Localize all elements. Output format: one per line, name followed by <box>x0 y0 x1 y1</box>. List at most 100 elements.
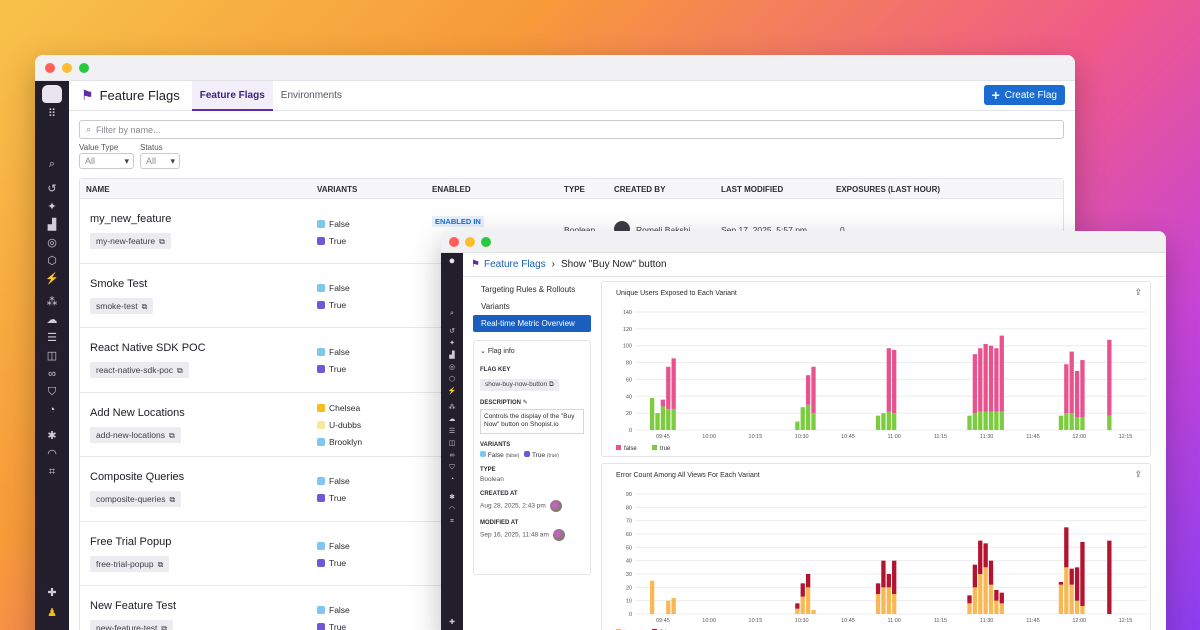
logs-icon[interactable]: ☰ <box>47 332 57 344</box>
create-flag-button[interactable]: + Create Flag <box>983 85 1065 105</box>
bar-false <box>983 344 988 412</box>
apm-icon[interactable]: ⁂ <box>46 296 58 308</box>
description-text[interactable]: Controls the display of the "Buy Now" bu… <box>480 409 584 434</box>
apm-icon[interactable]: ⁂ <box>448 404 456 411</box>
y-tick-label: 20 <box>626 585 632 591</box>
column-header[interactable]: VARIANTS <box>317 185 358 194</box>
gauge-icon[interactable]: ◠ <box>448 506 456 513</box>
nav-targeting-rules[interactable]: Targeting Rules & Rollouts <box>481 285 576 294</box>
edit-pencil-icon[interactable]: ✎ <box>522 400 528 406</box>
minimize-window-button[interactable] <box>465 236 475 247</box>
copy-icon[interactable]: ⧉ <box>168 430 175 440</box>
app-sidebar: ⠿ ⌕ ↺ ✦ ▟ ◎ ⬡ ⚡ ⁂ ☁ ☰ ◫ ∞ ⛉ ◔ ✱ ◠ ⌗ ✚ ♟ … <box>35 81 69 630</box>
search-icon[interactable]: ⌕ <box>450 310 454 317</box>
status-select[interactable]: All <box>140 153 180 169</box>
ci-icon[interactable]: ⌗ <box>48 466 56 478</box>
sparkle-icon[interactable]: ✦ <box>47 201 57 213</box>
export-icon[interactable]: ⇪ <box>1134 287 1142 297</box>
synthetics-icon[interactable]: ◔ <box>449 476 455 483</box>
monitors-icon[interactable]: ◎ <box>448 364 456 371</box>
link-icon[interactable]: ∞ <box>449 452 455 459</box>
rum-icon[interactable]: ◫ <box>46 350 58 362</box>
flag-name[interactable]: New Feature Test <box>90 600 177 612</box>
datadog-logo-icon[interactable]: ● <box>448 255 456 267</box>
copy-icon[interactable]: ⧉ <box>141 301 148 311</box>
bar-false <box>972 564 978 588</box>
copy-icon[interactable]: ⧉ <box>161 624 168 630</box>
table-row[interactable]: New Feature Test new-feature-test ⧉ False… <box>80 586 1063 630</box>
bug-icon[interactable]: ✱ <box>449 494 455 501</box>
integrations-icon[interactable]: ✚ <box>449 619 455 626</box>
nav-variants[interactable]: Variants <box>481 302 510 311</box>
variant-item: False <box>317 476 350 486</box>
cloud-icon[interactable]: ☁ <box>46 314 58 326</box>
column-header[interactable]: ENABLED <box>432 185 471 194</box>
close-window-button[interactable] <box>45 62 55 73</box>
flag-name[interactable]: React Native SDK POC <box>90 342 206 354</box>
variants-label: VARIANTS <box>480 441 511 448</box>
monitors-icon[interactable]: ◎ <box>47 237 57 249</box>
copy-icon[interactable]: ⧉ <box>169 495 176 504</box>
synthetics-icon[interactable]: ◔ <box>48 404 56 416</box>
minimize-window-button[interactable] <box>62 62 72 73</box>
security-shield-icon[interactable]: ⛉ <box>449 464 455 471</box>
column-header[interactable]: EXPOSURES (LAST HOUR) <box>836 185 941 194</box>
bar-true <box>1064 567 1069 614</box>
bar-true <box>875 415 881 430</box>
flag-name[interactable]: Add New Locations <box>90 406 185 419</box>
security-shield-icon[interactable]: ⛉ <box>47 386 57 398</box>
rum-icon[interactable]: ◫ <box>448 440 456 447</box>
link-icon[interactable]: ∞ <box>48 368 56 380</box>
variant-item: False <box>317 283 350 293</box>
nav-realtime-metric-overview[interactable]: Real-time Metric Overview <box>473 315 591 332</box>
gauge-icon[interactable]: ◠ <box>47 448 57 460</box>
y-tick-label: 60 <box>626 377 632 383</box>
flag-name[interactable]: Free Trial Popup <box>90 535 172 548</box>
copy-icon[interactable]: ⧉ <box>177 366 183 375</box>
column-header[interactable]: TYPE <box>564 185 585 194</box>
bug-icon[interactable]: ✱ <box>47 430 57 442</box>
column-header[interactable]: LAST MODIFIED <box>721 185 784 194</box>
history-icon[interactable]: ↺ <box>47 183 57 195</box>
value-type-select[interactable]: All <box>79 153 134 169</box>
bolt-icon[interactable]: ⚡ <box>45 273 59 285</box>
column-header[interactable]: CREATED BY <box>614 185 666 194</box>
ci-icon[interactable]: ⌗ <box>450 518 454 525</box>
flag-name[interactable]: my_new_feature <box>90 213 172 225</box>
breadcrumb-feature-flags-link[interactable]: Feature Flags <box>483 259 546 270</box>
maximize-window-button[interactable] <box>481 236 491 247</box>
create-flag-label: Create Flag <box>1004 89 1057 101</box>
bar-false <box>978 348 983 412</box>
flag-name[interactable]: Composite Queries <box>90 471 185 483</box>
copy-icon[interactable]: ⧉ <box>159 237 165 246</box>
bolt-icon[interactable]: ⚡ <box>447 388 457 395</box>
maximize-window-button[interactable] <box>79 62 89 73</box>
x-tick-label: 11:00 <box>888 618 901 624</box>
export-icon[interactable]: ⇪ <box>1134 469 1142 479</box>
integrations-icon[interactable]: ✚ <box>47 587 57 599</box>
close-window-button[interactable] <box>449 236 459 247</box>
copy-icon[interactable]: ⧉ <box>548 381 554 388</box>
copy-icon[interactable]: ⧉ <box>157 559 164 569</box>
dashboards-icon[interactable]: ▟ <box>47 219 57 231</box>
flag-name[interactable]: Smoke Test <box>90 277 148 290</box>
flag-info-header[interactable]: ⌄ Flag info <box>480 347 584 355</box>
tab-environments[interactable]: Environments <box>280 89 342 101</box>
tab-feature-flags[interactable]: Feature Flags <box>191 80 273 111</box>
datadog-logo-icon[interactable] <box>42 85 62 103</box>
logs-icon[interactable]: ☰ <box>448 428 456 435</box>
apps-grid-icon[interactable]: ⠿ <box>47 108 57 120</box>
column-header[interactable]: NAME <box>86 185 110 194</box>
x-tick-label: 10:30 <box>795 434 809 440</box>
breadcrumb-separator: › <box>551 259 556 270</box>
dashboards-icon[interactable]: ▟ <box>449 352 455 359</box>
sparkle-icon[interactable]: ✦ <box>449 340 455 347</box>
search-icon: ⌕ <box>86 124 92 134</box>
search-icon[interactable]: ⌕ <box>48 158 56 170</box>
infrastructure-icon[interactable]: ⬡ <box>448 376 456 383</box>
history-icon[interactable]: ↺ <box>449 328 455 335</box>
user-icon[interactable]: ♟ <box>47 607 57 619</box>
infrastructure-icon[interactable]: ⬡ <box>47 255 57 267</box>
filter-search-input[interactable]: ⌕ Filter by name... <box>79 120 1064 139</box>
cloud-icon[interactable]: ☁ <box>448 416 456 423</box>
